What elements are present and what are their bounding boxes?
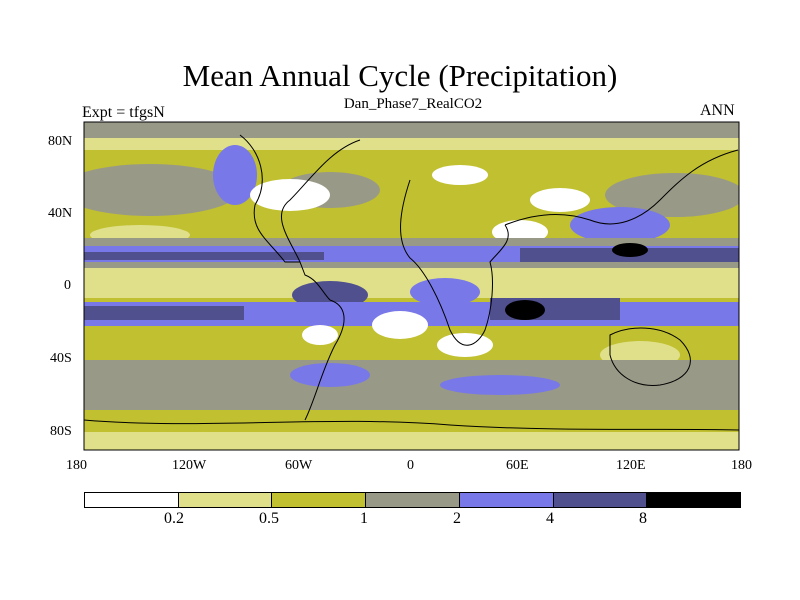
y-tick-40s: 40S (50, 351, 72, 366)
colorbar-box-3 (272, 493, 367, 507)
field-west-us-dry (250, 179, 330, 211)
field-pacific-itcz-core (84, 252, 324, 260)
x-tick-180w: 180 (66, 458, 87, 473)
colorbar-label-0-2: 0.2 (164, 510, 184, 527)
x-tick-60e: 60E (506, 458, 529, 473)
colorbar-label-8: 8 (639, 510, 647, 527)
field-npacific-storm (84, 164, 240, 216)
field-south-atlantic-storm (290, 363, 370, 387)
map-frame (83, 121, 740, 451)
precipitation-field (84, 122, 739, 450)
season-label: ANN (700, 102, 735, 119)
field-subarctic-band (84, 138, 739, 150)
field-siberia-dry (432, 165, 488, 185)
field-arctic-band (84, 122, 739, 138)
coast-americas (239, 134, 345, 421)
coast-africa-europe (400, 179, 509, 346)
colorbar-label-4: 4 (546, 510, 554, 527)
x-tick-180e: 180 (731, 458, 752, 473)
colorbar-box-6 (553, 493, 648, 507)
colorbar-label-0-5: 0.5 (259, 510, 279, 527)
colorbar-box-4 (366, 493, 460, 507)
coastlines (84, 134, 739, 431)
field-coastal-alaska (213, 145, 257, 205)
y-tick-0: 0 (64, 278, 71, 293)
y-tick-80s: 80S (50, 424, 72, 439)
map-title: Mean Annual Cycle (Precipitation) (182, 58, 618, 93)
field-congo (410, 278, 480, 306)
field-southern-storm-track (84, 360, 739, 410)
coast-australia (609, 327, 691, 386)
colorbar-box-7 (647, 493, 741, 507)
experiment-label: Expt = tfgsN (82, 104, 165, 121)
field-spcz (84, 306, 244, 320)
field-indian-max (505, 300, 545, 320)
field-southern-ocean (84, 410, 739, 432)
field-nw-pacific-storm (605, 173, 739, 217)
y-tick-80n: 80N (48, 134, 73, 149)
field-antarctica (84, 432, 739, 450)
field-central-asia (530, 188, 590, 212)
x-tick-120w: 120W (172, 458, 207, 473)
field-east-asia (570, 207, 670, 243)
field-philippine-max (612, 243, 648, 257)
colorbar-label-1: 1 (360, 510, 368, 527)
colorbar-box-5 (459, 493, 554, 507)
colorbar-label-2: 2 (453, 510, 461, 527)
field-south-atlantic-dry (372, 311, 428, 339)
x-tick-120e: 120E (616, 458, 646, 473)
run-name-label: Dan_Phase7_RealCO2 (343, 96, 483, 112)
x-tick-0: 0 (407, 458, 414, 473)
x-tick-60w: 60W (285, 458, 313, 473)
coast-antarctica (84, 419, 739, 431)
field-east-pacific-dry (302, 325, 338, 345)
y-tick-40n: 40N (48, 206, 73, 221)
colorbar (84, 492, 741, 508)
colorbar-box-2 (178, 493, 273, 507)
coast-north-america-east (280, 139, 361, 263)
field-south-indian-storm (440, 375, 560, 395)
coast-asia (504, 149, 739, 226)
colorbar-box-1 (85, 493, 179, 507)
